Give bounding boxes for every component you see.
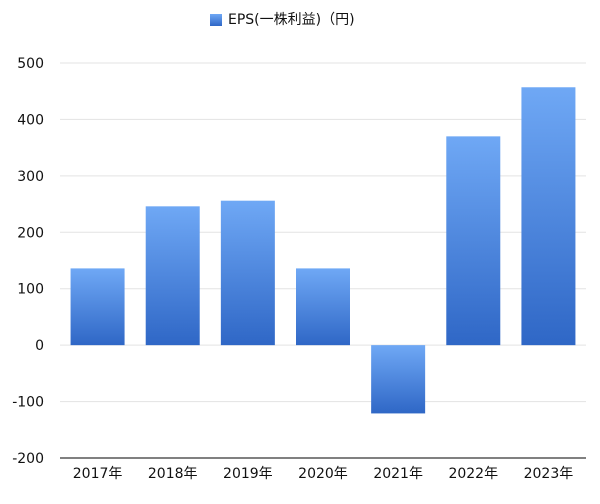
y-tick-label: 300 (17, 169, 44, 185)
x-tick-label: 2023年 (524, 466, 574, 482)
y-tick-label: 200 (17, 225, 44, 241)
bar-5 (371, 345, 426, 414)
grid-lines (60, 62, 586, 403)
y-axis-ticks: -200 -100 0 100 200 300 400 500 (12, 56, 44, 467)
x-tick-label: 2017年 (73, 466, 123, 482)
y-tick-label: 500 (17, 56, 44, 72)
y-tick-label: 0 (35, 338, 44, 354)
y-tick-label: -100 (12, 395, 44, 411)
x-axis-ticks: 2017年 2018年 2019年 2020年 2021年 2022年 2023年 (73, 466, 573, 482)
bar-2 (145, 206, 200, 346)
x-tick-label: 2018年 (148, 466, 198, 482)
bars (70, 87, 576, 414)
bar-3 (220, 200, 275, 346)
bar-7 (521, 87, 576, 346)
x-tick-label: 2022年 (448, 466, 498, 482)
x-tick-label: 2020年 (298, 466, 348, 482)
y-tick-label: 400 (17, 112, 44, 128)
x-tick-label: 2021年 (373, 466, 423, 482)
bar-6 (446, 136, 501, 346)
bar-4 (296, 268, 350, 346)
legend: EPS(一株利益)（円) (210, 12, 355, 28)
y-tick-label: 100 (17, 282, 44, 298)
legend-label: EPS(一株利益)（円) (228, 12, 355, 28)
y-tick-label: -200 (12, 451, 44, 467)
bar-1 (70, 268, 125, 346)
legend-swatch (210, 14, 222, 26)
x-tick-label: 2019年 (223, 466, 273, 482)
